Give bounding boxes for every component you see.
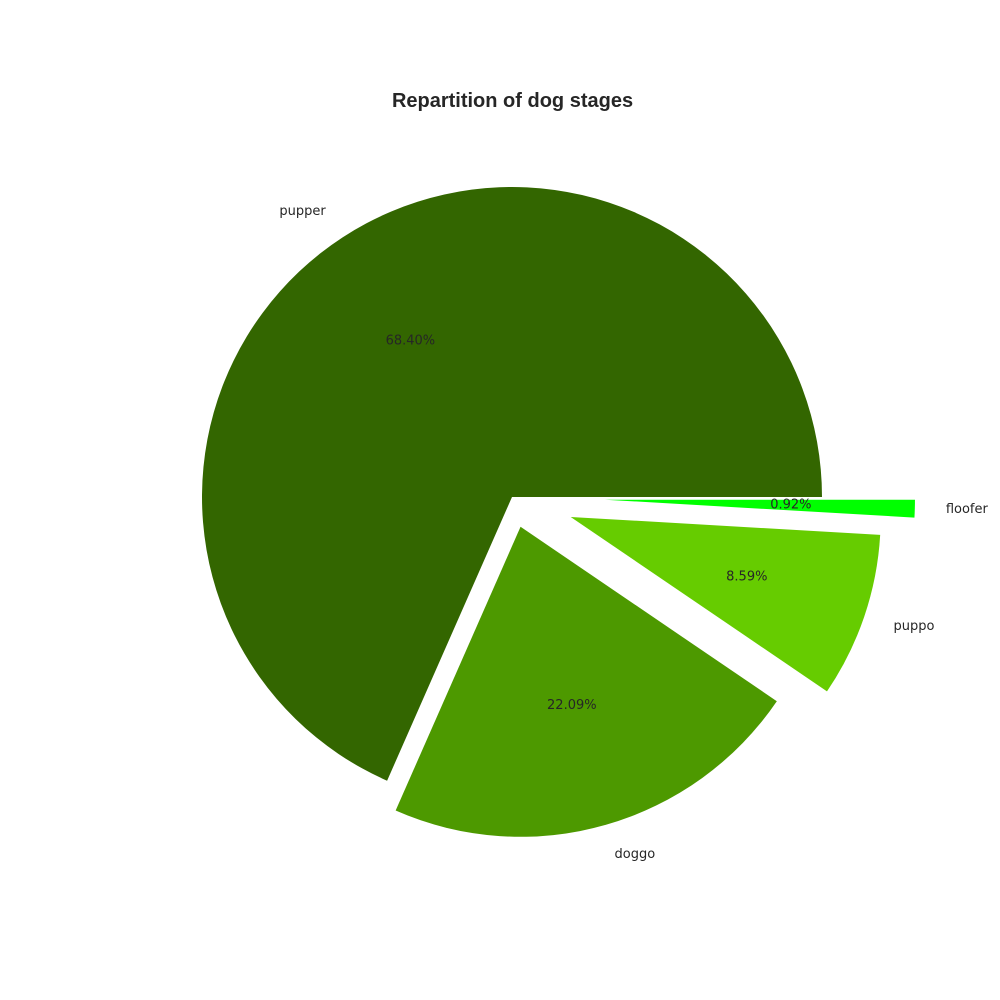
pie-category-label-floofer: floofer [946,502,989,517]
pie-category-label-doggo: doggo [615,847,656,862]
pie-slice-floofer [604,499,915,518]
pie-category-label-puppo: puppo [894,619,935,634]
pie-slice-puppo [570,516,881,692]
pie-category-label-pupper: pupper [279,204,326,219]
pie-pct-label-pupper: 68.40% [386,334,436,349]
pie-pct-label-doggo: 22.09% [547,698,597,713]
pie-slice-doggo [395,526,777,837]
chart-title: Repartition of dog stages [391,90,634,112]
pie-slice-pupper [201,186,822,781]
pie-pct-label-floofer: 0.92% [770,498,811,513]
pie-pct-label-puppo: 8.59% [726,569,767,584]
